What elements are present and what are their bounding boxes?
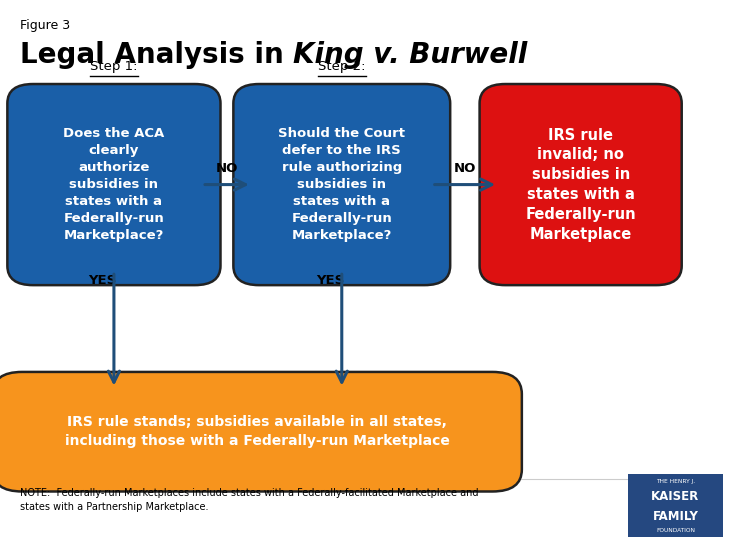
Text: King v. Burwell: King v. Burwell [293,41,528,69]
Text: Step 1:: Step 1: [90,60,137,73]
Text: Step 2:: Step 2: [318,60,365,73]
FancyBboxPatch shape [628,474,723,537]
Text: FAMILY: FAMILY [653,510,698,523]
FancyBboxPatch shape [234,84,450,285]
Text: NO: NO [453,161,476,175]
Text: FOUNDATION: FOUNDATION [656,528,695,533]
Text: IRS rule stands; subsidies available in all states,
including those with a Feder: IRS rule stands; subsidies available in … [65,415,450,449]
Text: Should the Court
defer to the IRS
rule authorizing
subsidies in
states with a
Fe: Should the Court defer to the IRS rule a… [279,127,405,242]
Text: THE HENRY J.: THE HENRY J. [656,479,695,484]
FancyBboxPatch shape [479,84,681,285]
Text: YES: YES [316,274,344,287]
FancyBboxPatch shape [7,84,220,285]
Text: NO: NO [216,161,238,175]
Text: KAISER: KAISER [651,490,700,504]
Text: Does the ACA
clearly
authorize
subsidies in
states with a
Federally-run
Marketpl: Does the ACA clearly authorize subsidies… [63,127,165,242]
Text: Legal Analysis in: Legal Analysis in [20,41,293,69]
FancyBboxPatch shape [0,372,522,491]
Text: YES: YES [88,274,116,287]
Text: Figure 3: Figure 3 [20,19,70,33]
Text: IRS rule
invalid; no
subsidies in
states with a
Federally-run
Marketplace: IRS rule invalid; no subsidies in states… [526,128,636,241]
Text: NOTE:  Federally-run Marketplaces include states with a Federally-facilitated Ma: NOTE: Federally-run Marketplaces include… [20,488,478,512]
